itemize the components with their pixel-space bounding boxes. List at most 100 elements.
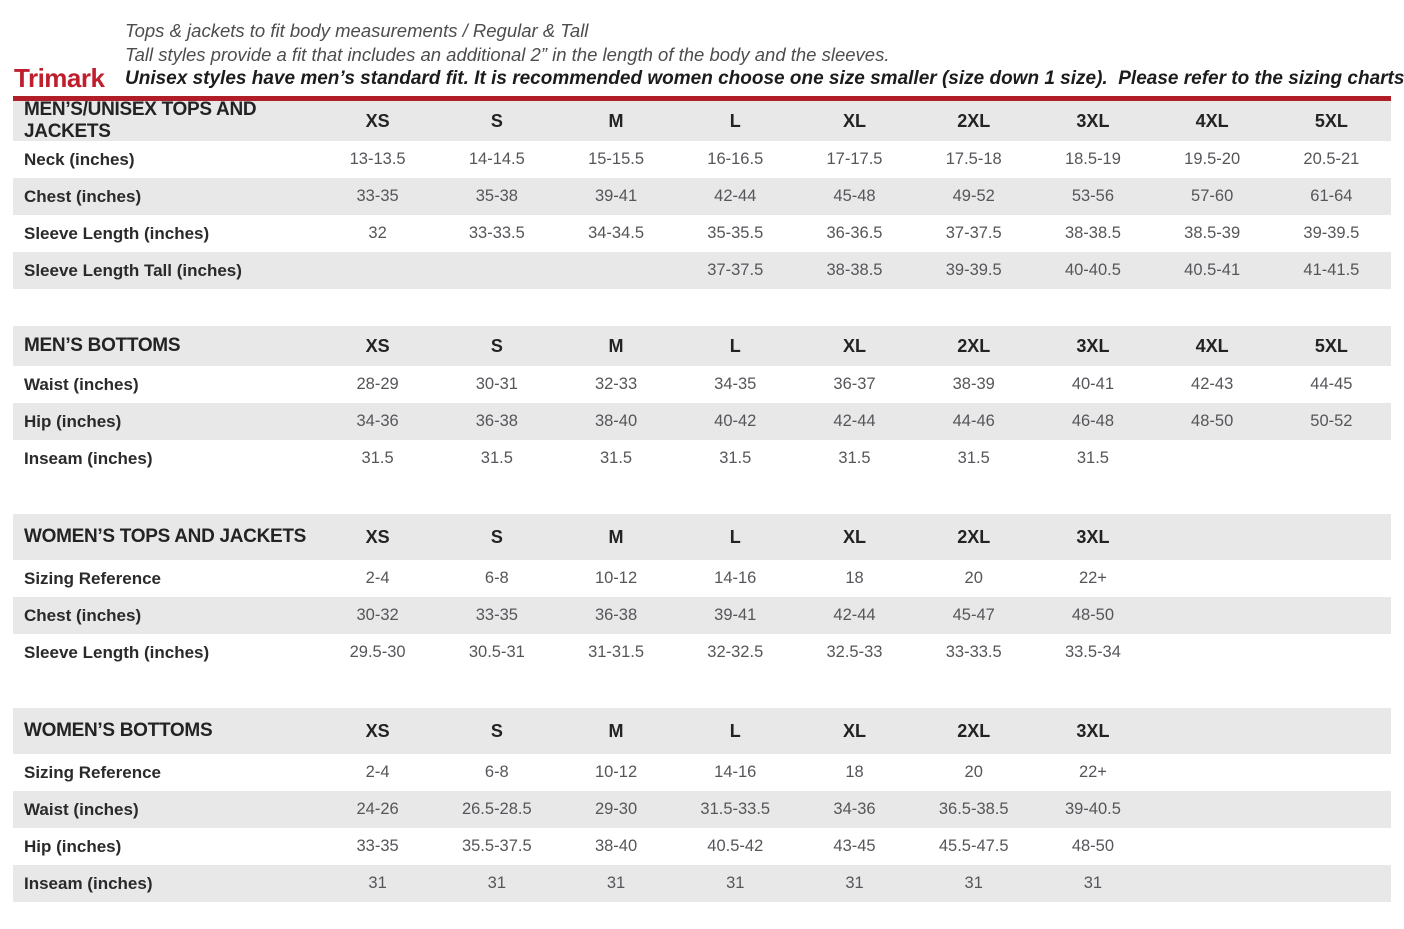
size-column-header: XS: [365, 110, 390, 131]
size-column-header: XL: [842, 110, 866, 131]
size-value-cell: 31.5: [957, 449, 990, 467]
size-value-cell: 14-16: [714, 763, 757, 781]
size-column-header: XS: [365, 526, 390, 547]
row-label: Waist (inches): [24, 799, 139, 819]
size-value-cell: 19.5-20: [1184, 150, 1241, 168]
size-value-cell: 31: [964, 874, 983, 892]
size-column-header: L: [729, 335, 741, 356]
size-column-header: 2XL: [957, 526, 991, 547]
size-column-header: XS: [365, 720, 390, 741]
size-value-cell: 41-41.5: [1303, 261, 1360, 279]
row-label: Sleeve Length (inches): [24, 642, 210, 662]
size-value-cell: 29.5-30: [349, 643, 406, 661]
size-value-cell: 30.5-31: [468, 643, 525, 661]
size-value-cell: 17.5-18: [945, 150, 1002, 168]
size-value-cell: 57-60: [1191, 187, 1234, 205]
size-value-cell: 35.5-37.5: [461, 837, 532, 855]
table-row: Sizing Reference 2-4 6-8 10-12 14-16 18 20 22+: [13, 560, 1391, 597]
size-value-cell: 20: [964, 763, 983, 781]
size-column-header: M: [608, 335, 624, 356]
size-value-cell: 45-48: [833, 187, 876, 205]
table-body: Sizing Reference 2-4 6-8 10-12 14-16 18 20 22+ C…: [13, 560, 1391, 671]
size-value-cell: 53-56: [1071, 187, 1115, 205]
size-column-header: 3XL: [1076, 110, 1110, 131]
size-value-cell: 22+: [1078, 763, 1107, 781]
size-column-header: 3XL: [1076, 526, 1110, 547]
size-value-cell: 36-38: [475, 412, 518, 430]
size-column-header: XL: [842, 335, 866, 356]
size-value-cell: 33-35: [475, 606, 518, 624]
size-value-cell: 48-50: [1191, 412, 1234, 430]
row-label: Waist (inches): [24, 374, 139, 394]
size-column-header: 5XL: [1314, 110, 1348, 131]
size-value-cell: 45.5-47.5: [938, 837, 1009, 855]
size-column-header: M: [608, 110, 624, 131]
size-value-cell: 33-33.5: [468, 224, 525, 242]
size-value-cell: 39-39.5: [945, 261, 1002, 279]
size-value-cell: 39-40.5: [1064, 800, 1121, 818]
note-line-fit: Tops & jackets to fit body measurements …: [125, 20, 589, 41]
size-value-cell: 39-39.5: [1303, 224, 1360, 242]
row-label: Hip (inches): [24, 836, 122, 856]
size-column-header: S: [490, 720, 503, 741]
table-row: Sleeve Length (inches) 32 33-33.5 34-34.5 35…: [13, 215, 1391, 252]
size-value-cell: 31: [487, 874, 506, 892]
size-value-cell: 26.5-28.5: [461, 800, 532, 818]
row-label: Hip (inches): [24, 411, 122, 431]
size-column-header: 4XL: [1195, 110, 1229, 131]
size-value-cell: 42-44: [833, 606, 876, 624]
size-value-cell: 2-4: [365, 569, 390, 587]
table-title: WOMEN’S BOTTOMS: [24, 720, 213, 741]
size-value-cell: 61-64: [1310, 187, 1353, 205]
size-value-cell: 50-52: [1310, 412, 1353, 430]
size-value-cell: 46-48: [1071, 412, 1115, 430]
size-table: MEN’S BOTTOMS XS S M L XL 2XL 3XL 4XL 5XL Waist …: [13, 326, 1391, 477]
row-label: Neck (inches): [24, 149, 135, 169]
row-label: Sizing Reference: [24, 568, 161, 588]
size-value-cell: 40-42: [714, 412, 757, 430]
row-label: Sleeve Length Tall (inches): [24, 260, 242, 280]
size-column-header: 2XL: [957, 335, 991, 356]
row-label: Sizing Reference: [24, 762, 161, 782]
size-value-cell: 16-16.5: [707, 150, 764, 168]
size-value-cell: 44-46: [952, 412, 995, 430]
size-value-cell: 31: [845, 874, 864, 892]
size-column-header: S: [490, 110, 503, 131]
size-value-cell: 36-36.5: [826, 224, 883, 242]
size-value-cell: 36.5-38.5: [938, 800, 1009, 818]
size-column-header: S: [490, 335, 503, 356]
size-value-cell: 28-29: [356, 375, 399, 393]
size-value-cell: 36-38: [594, 606, 638, 624]
size-value-cell: 32-32.5: [707, 643, 764, 661]
size-value-cell: 34-34.5: [588, 224, 645, 242]
size-value-cell: 37-37.5: [945, 224, 1002, 242]
size-value-cell: 39-41: [714, 606, 757, 624]
table-row: Hip (inches) 34-36 36-38 38-40 40-42 42-44 44-…: [13, 403, 1391, 440]
table-title: MEN’S/UNISEX TOPS AND JACKETS: [24, 99, 257, 142]
size-value-cell: 31.5: [838, 449, 871, 467]
size-table: MEN’S/UNISEX TOPS AND JACKETS XS S M L XL 2XL…: [13, 99, 1391, 289]
size-value-cell: 40-40.5: [1064, 261, 1121, 279]
size-column-header: XL: [842, 720, 866, 741]
size-value-cell: 13-13.5: [349, 150, 406, 168]
size-column-header: M: [608, 720, 624, 741]
table-row: Inseam (inches) 31.5 31.5 31.5 31.5 31.5 31.5 3…: [13, 440, 1391, 477]
size-column-header: 2XL: [957, 110, 991, 131]
size-value-cell: 20: [964, 569, 983, 587]
table-header-row: MEN’S/UNISEX TOPS AND JACKETS XS S M L XL 2XL…: [13, 99, 1391, 142]
size-value-cell: 38-40: [594, 412, 638, 430]
size-value-cell: 32-33: [594, 375, 638, 393]
table-row: Sizing Reference 2-4 6-8 10-12 14-16 18 20 22+: [13, 754, 1391, 791]
size-value-cell: 17-17.5: [826, 150, 883, 168]
size-value-cell: 31.5: [599, 449, 633, 467]
size-value-cell: 42-44: [833, 412, 876, 430]
row-label: Inseam (inches): [24, 873, 153, 893]
size-column-header: 4XL: [1195, 335, 1229, 356]
table-row: Waist (inches) 28-29 30-31 32-33 34-35 36-37 3…: [13, 366, 1391, 403]
size-value-cell: 45-47: [952, 606, 995, 624]
size-value-cell: 6-8: [484, 763, 509, 781]
size-value-cell: 31: [726, 874, 745, 892]
size-value-cell: 29-30: [594, 800, 638, 818]
size-value-cell: 31.5: [480, 449, 513, 467]
row-label: Inseam (inches): [24, 448, 153, 468]
